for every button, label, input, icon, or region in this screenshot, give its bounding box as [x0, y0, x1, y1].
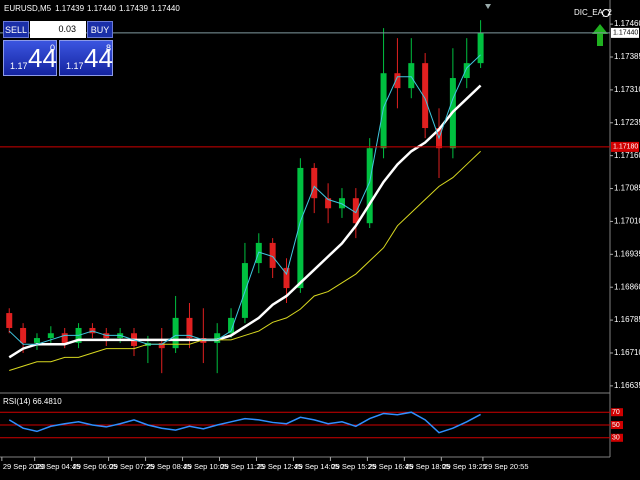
candle-body: [269, 242, 276, 268]
price-label: 1.17440: [613, 30, 638, 37]
y-tick-label: 1.17460: [614, 19, 640, 28]
candle-body: [228, 317, 235, 334]
candle-body: [408, 63, 415, 89]
quote: 1.17440: [87, 4, 116, 13]
candle-body: [325, 198, 332, 209]
candle-body: [297, 167, 304, 289]
x-tick-label: 29 Sep 04:45: [36, 462, 81, 471]
y-tick-label: 1.17235: [614, 118, 640, 127]
candle-body: [214, 333, 221, 343]
candle-body: [463, 63, 470, 79]
moving-average: [8, 54, 481, 345]
price-point: 0: [50, 43, 56, 53]
candle-body: [283, 267, 290, 289]
sell-price[interactable]: 1.17 44 0: [3, 40, 57, 76]
x-tick-label: 29 Sep 16:45: [368, 462, 413, 471]
y-tick-label: 1.17385: [614, 52, 640, 61]
candle-body: [380, 73, 387, 149]
chart-shift-marker: [485, 4, 491, 9]
quote: 1.17440: [151, 4, 180, 13]
candle-body: [158, 342, 165, 349]
candle-body: [422, 63, 429, 129]
candle-body: [61, 333, 68, 343]
symbol-header: EURUSD,M5 1.17439 1.17440 1.17439 1.17440: [4, 4, 180, 13]
candle-body: [311, 167, 318, 199]
price-prefix: 1.17: [10, 61, 28, 71]
y-tick-label: 1.17085: [614, 184, 640, 193]
y-tick-label: 1.16635: [614, 381, 640, 390]
price-label-box: [611, 141, 639, 152]
y-tick-label: 1.17310: [614, 85, 640, 94]
candle-body: [477, 32, 484, 64]
expert-name: DIC_EA_2: [574, 8, 612, 17]
rsi-level-label: 50: [612, 422, 620, 429]
quote: 1.17439: [119, 4, 148, 13]
x-tick-label: 29 Sep 2020: [3, 462, 46, 471]
x-tick-label: 29 Sep 19:25: [442, 462, 487, 471]
price-point: 8: [106, 43, 112, 53]
candle-body: [20, 327, 27, 343]
x-tick-label: 29 Sep 12:45: [257, 462, 302, 471]
candle-body: [172, 317, 179, 349]
buy-arrow: [592, 24, 608, 46]
sell-button[interactable]: SELL: [3, 21, 29, 38]
y-tick-label: 1.17010: [614, 217, 640, 226]
candle-body: [6, 313, 13, 328]
price-label: 1.17180: [613, 144, 638, 151]
rsi-title: RSI(14) 66.4810: [3, 397, 62, 406]
y-tick-label: 1.17160: [614, 151, 640, 160]
candle-body: [186, 317, 193, 339]
moving-average: [9, 150, 481, 371]
x-tick-label: 29 Sep 20:55: [484, 462, 529, 471]
one-click-trading-panel: SELL 0.03 BUY 1.17 44 0 1.17 44 8: [2, 20, 113, 76]
price-pips: 44: [28, 43, 57, 73]
lot-input[interactable]: 0.03: [30, 21, 86, 38]
x-tick-label: 29 Sep 15:25: [331, 462, 376, 471]
buy-button[interactable]: BUY: [87, 21, 113, 38]
candle-body: [33, 338, 40, 343]
rsi-level-label: 70: [612, 409, 620, 416]
moving-average: [8, 84, 482, 359]
price-pips: 44: [84, 43, 113, 73]
candle-body: [394, 73, 401, 89]
x-tick-label: 29 Sep 06:05: [73, 462, 118, 471]
candle-body: [352, 198, 359, 224]
price-prefix: 1.17: [66, 61, 84, 71]
buy-price[interactable]: 1.17 44 8: [59, 40, 113, 76]
y-tick-label: 1.16785: [614, 315, 640, 324]
expert-smiley-icon: [602, 9, 610, 17]
candle-body: [47, 333, 54, 339]
y-tick-label: 1.16935: [614, 249, 640, 258]
candle-body: [338, 198, 345, 209]
y-tick-label: 1.16710: [614, 348, 640, 357]
rsi-level-label: 30: [612, 435, 620, 442]
x-tick-label: 29 Sep 10:05: [184, 462, 229, 471]
x-tick-label: 29 Sep 07:25: [110, 462, 155, 471]
symbol: EURUSD,M5: [4, 4, 52, 13]
price-label-box: [611, 27, 639, 38]
candle-body: [366, 148, 373, 224]
rsi-level-box: [611, 421, 623, 429]
rsi-level-box: [611, 408, 623, 417]
y-tick-label: 1.16860: [614, 282, 640, 291]
quote: 1.17439: [55, 4, 84, 13]
x-tick-label: 29 Sep 11:25: [221, 462, 265, 471]
rsi-level-box: [611, 433, 623, 442]
rsi-line: [8, 411, 481, 434]
x-tick-label: 29 Sep 14:05: [294, 462, 339, 471]
x-tick-label: 29 Sep 08:45: [147, 462, 192, 471]
x-tick-label: 29 Sep 18:05: [405, 462, 450, 471]
